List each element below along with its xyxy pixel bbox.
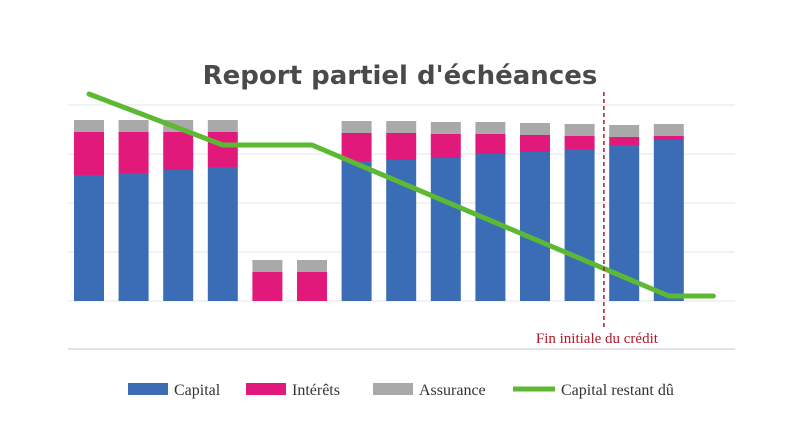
bar-assurance-12 — [564, 124, 595, 136]
bar-int-r-ts-14 — [653, 136, 684, 140]
bar-capital-2 — [118, 173, 149, 301]
bar-int-r-ts-9 — [430, 134, 461, 158]
remaining-capital-line — [86, 91, 716, 299]
bar-int-r-ts-2 — [118, 132, 149, 173]
legend: Capital Intérêts Assurance Capital restant … — [128, 382, 674, 399]
legend-label: Assurance — [419, 382, 486, 399]
bar-int-r-ts-8 — [386, 133, 417, 160]
legend-swatch-assurance — [373, 383, 413, 395]
bar-capital-14 — [653, 140, 684, 301]
bar-int-r-ts-1 — [74, 132, 104, 175]
legend-label: Capital — [174, 382, 221, 399]
legend-swatch-int-r-ts — [246, 383, 286, 395]
bar-capital-1 — [74, 175, 104, 301]
legend-swatch-capital — [128, 383, 168, 395]
bar-assurance-11 — [520, 123, 550, 135]
bar-capital-12 — [564, 149, 595, 301]
legend-label: Intérêts — [292, 382, 340, 399]
chart-title: Report partiel d'échéances — [203, 61, 598, 91]
bar-int-r-ts-13 — [609, 137, 640, 145]
bar-int-r-ts-5 — [252, 272, 283, 301]
bar-int-r-ts-4 — [207, 132, 238, 167]
bar-assurance-1 — [74, 120, 104, 132]
bar-assurance-2 — [118, 120, 149, 132]
bars — [74, 120, 684, 301]
bar-capital-9 — [430, 158, 461, 301]
bar-assurance-8 — [386, 121, 417, 133]
annotation: Fin initiale du crédit — [536, 92, 659, 347]
initial-end-label: Fin initiale du crédit — [536, 331, 659, 347]
legend-label: Capital restant dû — [561, 382, 674, 399]
bar-assurance-10 — [475, 122, 506, 134]
bar-assurance-14 — [653, 124, 684, 136]
bar-capital-10 — [475, 154, 506, 301]
bar-assurance-6 — [297, 260, 327, 272]
bar-capital-4 — [207, 167, 238, 301]
bar-assurance-9 — [430, 122, 461, 134]
bar-capital-3 — [163, 170, 194, 301]
bar-int-r-ts-12 — [564, 136, 595, 149]
line-capital-restant-du — [86, 91, 716, 299]
bar-capital-7 — [341, 161, 372, 301]
bar-capital-11 — [520, 152, 550, 301]
bar-int-r-ts-7 — [341, 133, 372, 161]
bar-int-r-ts-3 — [163, 132, 194, 170]
bar-assurance-5 — [252, 260, 283, 272]
bar-int-r-ts-10 — [475, 134, 506, 154]
bar-assurance-7 — [341, 121, 372, 133]
bar-assurance-4 — [207, 120, 238, 132]
bar-int-r-ts-6 — [297, 272, 327, 301]
bar-int-r-ts-11 — [520, 135, 550, 152]
bar-assurance-13 — [609, 125, 640, 137]
